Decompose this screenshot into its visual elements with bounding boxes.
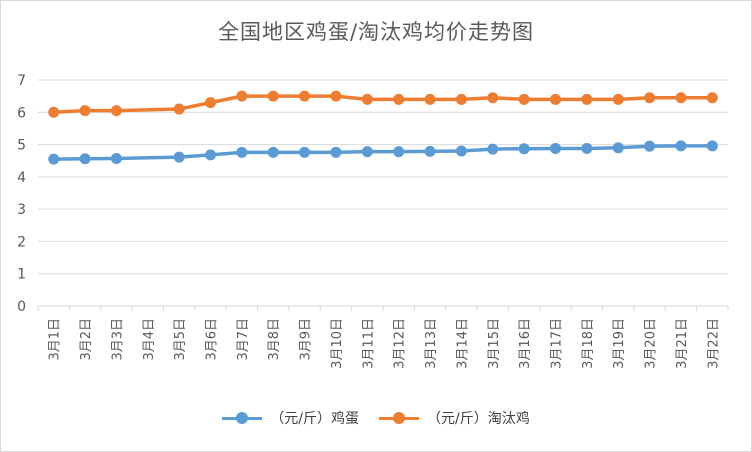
data-point-1	[518, 93, 530, 105]
y-tick-label: 2	[17, 234, 26, 250]
x-tick-label: 3月8日	[267, 318, 282, 361]
data-point-1	[110, 105, 122, 117]
x-tick-label: 3月14日	[455, 318, 470, 369]
data-point-0	[581, 142, 593, 154]
x-tick-label: 3月22日	[706, 318, 721, 369]
legend-label-egg: （元/斤）鸡蛋	[270, 411, 359, 427]
data-point-1	[361, 93, 373, 105]
x-tick-label: 3月10日	[330, 318, 345, 369]
data-point-0	[173, 151, 185, 163]
data-point-0	[205, 149, 216, 161]
data-point-1	[48, 106, 60, 118]
x-tick-label: 3月12日	[393, 318, 408, 369]
data-point-1	[79, 105, 91, 117]
data-point-0	[424, 145, 436, 157]
x-tick-label: 3月18日	[581, 318, 596, 369]
x-tick-label: 3月13日	[424, 318, 439, 369]
data-point-1	[424, 93, 436, 105]
y-tick-label: 6	[17, 105, 26, 121]
data-point-0	[299, 146, 311, 158]
data-point-0	[267, 146, 279, 158]
x-tick-label: 3月11日	[361, 318, 376, 369]
data-point-0	[330, 146, 342, 158]
data-point-0	[518, 143, 530, 155]
y-tick-label: 1	[17, 267, 26, 283]
data-point-0	[675, 140, 687, 152]
data-point-1	[393, 93, 405, 105]
x-tick-label: 3月4日	[142, 318, 157, 361]
y-tick-label: 3	[17, 202, 26, 218]
data-point-1	[330, 90, 342, 102]
data-point-0	[612, 142, 624, 154]
legend-swatch-culled-hen	[379, 412, 419, 424]
chart-legend: （元/斤）鸡蛋 （元/斤）淘汰鸡	[0, 408, 752, 428]
x-tick-label: 3月17日	[550, 318, 565, 369]
x-tick-label: 3月1日	[48, 318, 63, 361]
data-point-1	[173, 103, 185, 115]
data-point-1	[550, 93, 561, 105]
data-point-1	[236, 90, 248, 102]
data-point-0	[550, 142, 561, 154]
legend-label-culled-hen: （元/斤）淘汰鸡	[427, 411, 530, 427]
data-point-0	[706, 140, 718, 152]
x-tick-label: 3月19日	[612, 318, 627, 369]
data-point-0	[361, 146, 373, 158]
legend-item-culled-hen: （元/斤）淘汰鸡	[379, 408, 530, 428]
x-tick-label: 3月3日	[110, 318, 125, 361]
data-point-0	[393, 146, 405, 158]
data-point-0	[644, 140, 656, 152]
data-point-0	[110, 152, 122, 164]
y-tick-label: 0	[17, 299, 26, 315]
x-tick-label: 3月20日	[644, 318, 659, 369]
x-tick-label: 3月15日	[487, 318, 502, 369]
data-point-1	[706, 92, 718, 104]
x-tick-label: 3月9日	[299, 318, 314, 361]
x-tick-label: 3月7日	[236, 318, 251, 361]
x-tick-label: 3月16日	[518, 318, 533, 369]
data-point-1	[205, 97, 216, 109]
data-point-0	[487, 143, 499, 155]
data-point-1	[487, 92, 499, 104]
x-tick-label: 3月5日	[173, 318, 188, 361]
data-point-1	[299, 90, 311, 102]
data-point-0	[79, 153, 91, 165]
data-point-0	[236, 146, 248, 158]
data-point-1	[612, 93, 624, 105]
x-tick-label: 3月6日	[205, 318, 220, 361]
data-point-1	[267, 90, 279, 102]
y-tick-label: 4	[17, 170, 26, 186]
data-point-0	[48, 153, 60, 165]
chart-title: 全国地区鸡蛋/淘汰鸡均价走势图	[217, 20, 535, 44]
data-point-1	[455, 93, 467, 105]
x-tick-label: 3月2日	[79, 318, 94, 361]
legend-swatch-egg	[222, 412, 263, 424]
data-point-1	[581, 93, 593, 105]
y-tick-label: 7	[17, 73, 26, 89]
x-tick-label: 3月21日	[675, 318, 690, 369]
legend-item-egg: （元/斤）鸡蛋	[222, 408, 359, 428]
data-point-0	[455, 145, 467, 157]
data-point-1	[675, 92, 687, 104]
y-tick-label: 5	[17, 138, 26, 154]
data-point-1	[644, 92, 656, 104]
